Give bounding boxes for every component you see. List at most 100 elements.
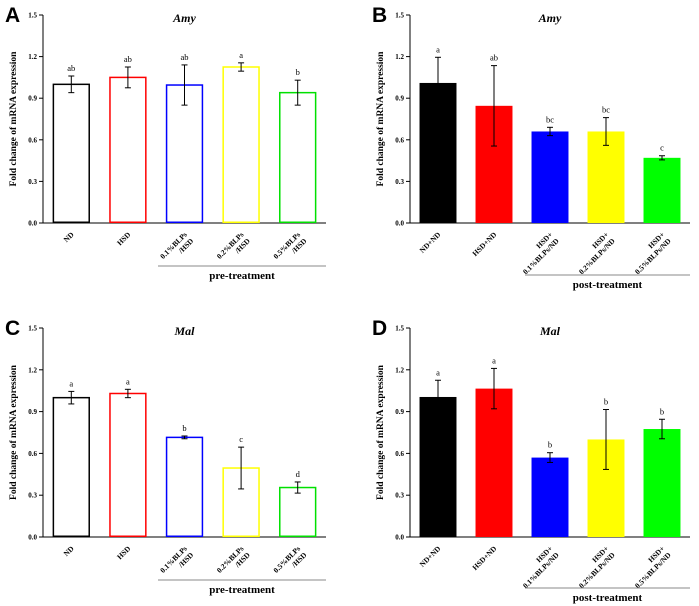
category-label: HSD+0.1%BLPs/ND (515, 544, 562, 591)
bar (52, 83, 90, 224)
y-tick-label: 0.9 (395, 408, 404, 416)
bar (222, 66, 260, 223)
significance-letter: ab (124, 54, 132, 64)
category-label-line: ND (62, 230, 76, 244)
y-axis-label: Fold change of mRNA expression (376, 364, 386, 500)
category-label-line: HSD+ND (470, 544, 498, 572)
category-label: HSD+0.1%BLPs/ND (515, 230, 562, 277)
panel-title: Mal (173, 324, 195, 338)
bar (531, 457, 569, 537)
y-tick-label: 0.6 (395, 136, 404, 144)
y-tick-label: 0.6 (395, 450, 404, 458)
significance-letter: a (492, 355, 496, 365)
category-label-line: HSD+ND (470, 230, 498, 258)
bar (165, 436, 204, 538)
panel-title: Mal (539, 324, 561, 338)
significance-letter: c (660, 143, 664, 153)
group-label: pre-treatment (209, 270, 275, 282)
y-tick-label: 1.2 (395, 53, 404, 61)
significance-letter: a (436, 367, 440, 377)
y-tick-label: 0.0 (395, 220, 404, 228)
panel-letter: D (372, 317, 387, 340)
y-tick-label: 1.2 (28, 366, 37, 374)
y-tick-label: 0.9 (28, 95, 37, 103)
bar (52, 396, 90, 537)
panel-b: B Amy Fold change of mRNA expression 0.0 0.3… (372, 4, 690, 291)
significance-letter: bc (602, 105, 610, 115)
category-label-line: ND+ND (418, 230, 443, 255)
y-tick-label: 0.9 (28, 408, 37, 416)
category-label-line: ND (62, 544, 76, 558)
bar (643, 157, 681, 223)
significance-letter: c (239, 434, 243, 444)
panel-title: Amy (538, 11, 562, 25)
significance-letter: ab (180, 52, 188, 62)
y-tick-label: 0.0 (395, 534, 404, 542)
category-label: 0.1%BLPs/HSD (158, 544, 195, 581)
group-label: post-treatment (573, 592, 643, 604)
y-tick-label: 0.3 (395, 178, 404, 186)
group-label: post-treatment (573, 279, 643, 291)
significance-letter: b (296, 67, 300, 77)
category-label: 0.5%BLPs/HSD (271, 230, 308, 267)
category-label: HSD+0.5%BLPs/ND (627, 230, 674, 277)
category-label: ND (62, 230, 76, 244)
y-tick-label: 1.5 (395, 325, 404, 333)
significance-letter: b (660, 406, 664, 416)
significance-letter: a (239, 50, 243, 60)
category-label-line: HSD (115, 230, 133, 248)
y-tick-label: 0.6 (28, 136, 37, 144)
significance-letter: b (182, 423, 186, 433)
significance-letter: b (604, 397, 608, 407)
y-axis-label: Fold change of mRNA expression (9, 51, 19, 187)
y-tick-label: 0.0 (28, 220, 37, 228)
category-label: HSD (115, 544, 133, 562)
panel-letter: A (5, 4, 20, 27)
significance-letter: d (296, 469, 301, 479)
significance-letter: ab (490, 53, 498, 63)
significance-letter: ab (67, 63, 75, 73)
y-tick-label: 1.5 (395, 12, 404, 20)
significance-letter: b (548, 440, 552, 450)
y-tick-label: 0.3 (28, 178, 37, 186)
category-label: 0.2%BLPs/HSD (215, 544, 252, 581)
y-tick-label: 1.2 (395, 366, 404, 374)
bar (109, 392, 147, 537)
category-label-line: ND+ND (418, 544, 443, 569)
bar (419, 396, 457, 537)
group-label: pre-treatment (209, 584, 275, 596)
category-label: HSD+ND (470, 544, 498, 572)
y-tick-label: 0.3 (395, 492, 404, 500)
panel-title: Amy (172, 11, 196, 25)
y-tick-label: 0.0 (28, 534, 37, 542)
y-tick-label: 1.5 (28, 325, 37, 333)
category-label: HSD+0.2%BLPs/ND (571, 544, 618, 591)
y-axis-label: Fold change of mRNA expression (376, 51, 386, 187)
category-label-line: HSD (115, 544, 133, 562)
bar (279, 486, 317, 537)
bar (643, 429, 681, 537)
y-tick-label: 1.2 (28, 53, 37, 61)
category-label: 0.1%BLPs/HSD (158, 230, 195, 267)
bar (475, 388, 513, 537)
category-label: HSD+ND (470, 230, 498, 258)
category-label: HSD (115, 230, 133, 248)
category-label: ND+ND (418, 230, 443, 255)
y-tick-label: 0.9 (395, 95, 404, 103)
significance-letter: a (436, 44, 440, 54)
category-label: HSD+0.5%BLPs/ND (627, 544, 674, 591)
category-label: ND+ND (418, 544, 443, 569)
category-label: 0.5%BLPs/HSD (271, 544, 308, 581)
panel-a: A Amy Fold change of mRNA expression 0.0 0.3… (5, 4, 326, 282)
bar (279, 91, 317, 223)
category-label: HSD+0.2%BLPs/ND (571, 230, 618, 277)
bar (531, 131, 569, 223)
significance-letter: a (69, 378, 73, 388)
significance-letter: bc (546, 114, 554, 124)
y-tick-label: 0.3 (28, 492, 37, 500)
category-label: 0.2%BLPs/HSD (215, 230, 252, 267)
bar (109, 76, 147, 224)
panel-letter: B (372, 4, 387, 27)
category-label: ND (62, 544, 76, 558)
